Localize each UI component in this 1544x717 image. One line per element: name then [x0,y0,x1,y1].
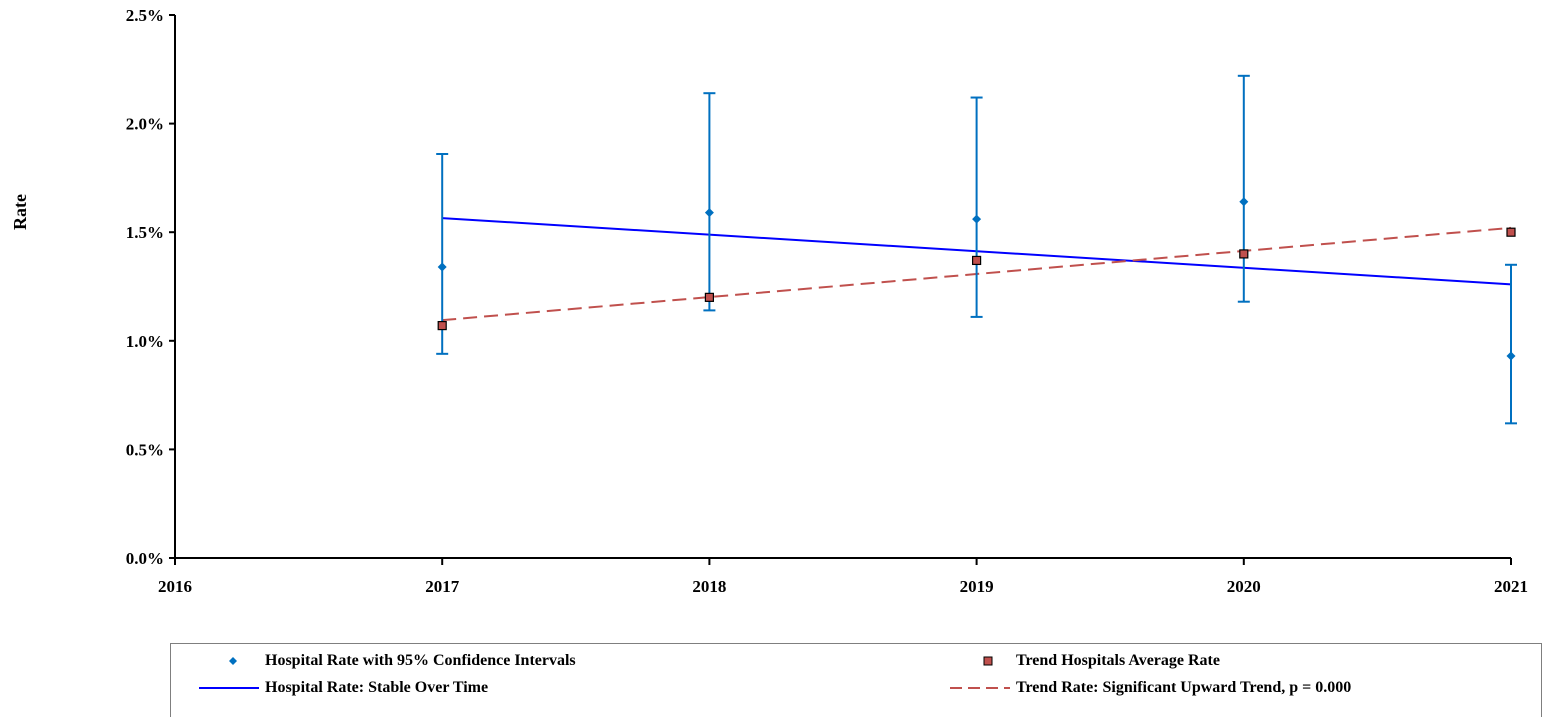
x-tick-label: 2016 [158,577,192,596]
trend-average-point [971,255,982,266]
legend: Hospital Rate with 95% Confidence Interv… [170,643,1542,717]
legend-item-trend-average: Trend Hospitals Average Rate [948,650,1220,672]
legend-label: Hospital Rate: Stable Over Time [265,679,489,696]
legend-item-trend-rate-line: Trend Rate: Significant Upward Trend, p … [948,677,1351,699]
data-points [437,197,1516,361]
axes [174,15,1511,559]
legend-item-hospital-rate-line: Hospital Rate: Stable Over Time [197,677,488,699]
x-tick-label: 2017 [425,577,460,596]
legend-label: Trend Rate: Significant Upward Trend, p … [1016,679,1352,696]
dashed-line-icon [950,687,1010,689]
x-tick-label: 2021 [1494,577,1528,596]
square-marker-icon [983,656,993,666]
x-ticks: 2016 2017 2018 2019 2020 2021 [158,558,1528,596]
x-tick-label: 2018 [692,577,726,596]
hospital-rate-point [1239,197,1249,207]
chart: 0.0%0.5%1.0%1.5%2.0%2.5% 2016 2017 2018 201… [10,6,1528,596]
diamond-marker-icon [229,657,237,665]
trend-average-point [1506,227,1516,237]
y-tick-label: 1.0% [126,332,164,351]
legend-label: Hospital Rate with 95% Confidence Interv… [265,652,576,669]
y-ticks: 0.0% 0.5% 1.0% 1.5% 2.0% 2.5% [126,6,175,568]
hospital-rate-point [972,214,982,224]
legend-label: Trend Hospitals Average Rate [1016,652,1220,669]
hospital-rate-point [437,262,447,272]
trend-average-point [704,292,715,302]
y-tick-label: 2.5% [126,6,164,25]
trend-average-point [437,320,447,331]
y-axis-title: Rate [10,194,30,230]
error-bars [436,74,1517,425]
y-tick-label: 2.0% [126,115,164,134]
y-tick-label: 0.0% [126,549,164,568]
hospital-rate-point [704,208,714,218]
y-tick-label: 0.5% [126,440,164,459]
x-tick-label: 2020 [1227,577,1261,596]
x-tick-label: 2019 [960,577,994,596]
legend-item-hospital-rate-ci: Hospital Rate with 95% Confidence Interv… [197,650,576,672]
trend-average-point [1239,249,1249,259]
solid-line-icon [199,687,259,689]
hospital-rate-point [1506,351,1516,361]
y-tick-label: 1.5% [126,223,164,242]
